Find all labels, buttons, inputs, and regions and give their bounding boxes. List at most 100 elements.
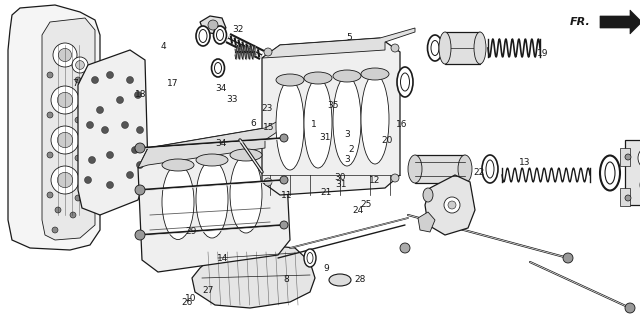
Text: 32: 32 [232, 25, 244, 34]
Ellipse shape [216, 29, 223, 41]
Polygon shape [418, 212, 435, 232]
Circle shape [280, 176, 288, 184]
Circle shape [88, 156, 95, 164]
Circle shape [75, 77, 81, 83]
Text: 29: 29 [185, 227, 196, 236]
Text: 30: 30 [335, 173, 346, 182]
Text: 19: 19 [537, 49, 548, 58]
Circle shape [444, 197, 460, 213]
Ellipse shape [474, 32, 486, 64]
Text: 34: 34 [215, 139, 227, 148]
Ellipse shape [329, 274, 351, 286]
Circle shape [106, 181, 113, 188]
Circle shape [127, 172, 134, 179]
Text: 15: 15 [263, 123, 275, 132]
Circle shape [51, 126, 79, 154]
Circle shape [625, 303, 635, 313]
Circle shape [47, 112, 53, 118]
Text: 14: 14 [217, 254, 228, 263]
Bar [415, 155, 465, 183]
Ellipse shape [439, 32, 451, 64]
Circle shape [86, 122, 93, 129]
Circle shape [127, 76, 134, 84]
Ellipse shape [304, 78, 332, 168]
Text: 23: 23 [262, 104, 273, 113]
Polygon shape [8, 5, 100, 250]
Ellipse shape [600, 156, 620, 190]
Text: 3: 3 [345, 155, 350, 164]
Text: 34: 34 [215, 84, 227, 93]
Circle shape [102, 126, 109, 133]
Text: 22: 22 [473, 168, 484, 177]
Ellipse shape [333, 76, 361, 166]
Ellipse shape [304, 72, 332, 84]
Ellipse shape [307, 252, 313, 263]
Circle shape [280, 221, 288, 229]
Circle shape [391, 44, 399, 52]
Ellipse shape [486, 160, 494, 178]
Ellipse shape [401, 73, 410, 91]
Ellipse shape [276, 80, 304, 170]
Circle shape [72, 57, 88, 73]
Text: 1: 1 [311, 120, 316, 129]
Text: 18: 18 [135, 90, 147, 99]
Text: 12: 12 [369, 176, 380, 185]
Text: 5: 5 [346, 33, 351, 42]
Circle shape [58, 92, 73, 108]
Ellipse shape [199, 29, 207, 43]
Text: 13: 13 [519, 158, 531, 167]
Ellipse shape [230, 149, 262, 161]
Ellipse shape [162, 164, 194, 239]
Circle shape [70, 212, 76, 218]
Ellipse shape [428, 35, 442, 61]
Text: 31: 31 [319, 133, 331, 142]
Polygon shape [138, 120, 280, 168]
Bar [620, 148, 630, 166]
Circle shape [625, 154, 631, 160]
Text: 20: 20 [381, 136, 393, 145]
Text: 21: 21 [321, 188, 332, 196]
Circle shape [47, 152, 53, 158]
Text: 10: 10 [185, 294, 196, 303]
Polygon shape [192, 245, 315, 308]
Circle shape [55, 207, 61, 213]
Text: 26: 26 [181, 298, 193, 307]
Circle shape [84, 177, 92, 183]
Circle shape [264, 48, 272, 56]
Circle shape [58, 132, 73, 148]
Text: 9: 9 [324, 264, 329, 273]
Circle shape [136, 126, 143, 133]
Ellipse shape [361, 68, 389, 80]
Text: 11: 11 [281, 191, 292, 200]
Text: 24: 24 [353, 206, 364, 215]
Circle shape [208, 20, 218, 30]
Circle shape [58, 172, 73, 188]
Ellipse shape [211, 59, 225, 77]
Circle shape [638, 146, 640, 170]
Ellipse shape [196, 154, 228, 166]
Bar [625, 140, 640, 205]
Polygon shape [78, 50, 148, 215]
Bar [620, 188, 630, 206]
Circle shape [116, 97, 124, 103]
Ellipse shape [408, 155, 422, 183]
Circle shape [280, 134, 288, 142]
Ellipse shape [431, 41, 439, 55]
Bar [445, 32, 480, 64]
Polygon shape [262, 38, 400, 195]
Text: 25: 25 [360, 200, 372, 209]
Circle shape [75, 195, 81, 201]
Polygon shape [262, 28, 415, 58]
Circle shape [448, 201, 456, 209]
Circle shape [136, 162, 143, 169]
Ellipse shape [482, 155, 498, 183]
Text: 17: 17 [167, 79, 179, 88]
Circle shape [97, 107, 104, 114]
Text: 6: 6 [250, 119, 255, 128]
Polygon shape [425, 175, 475, 235]
Circle shape [131, 147, 138, 154]
Polygon shape [200, 16, 226, 34]
Ellipse shape [361, 74, 389, 164]
Circle shape [47, 192, 53, 198]
Circle shape [53, 43, 77, 67]
